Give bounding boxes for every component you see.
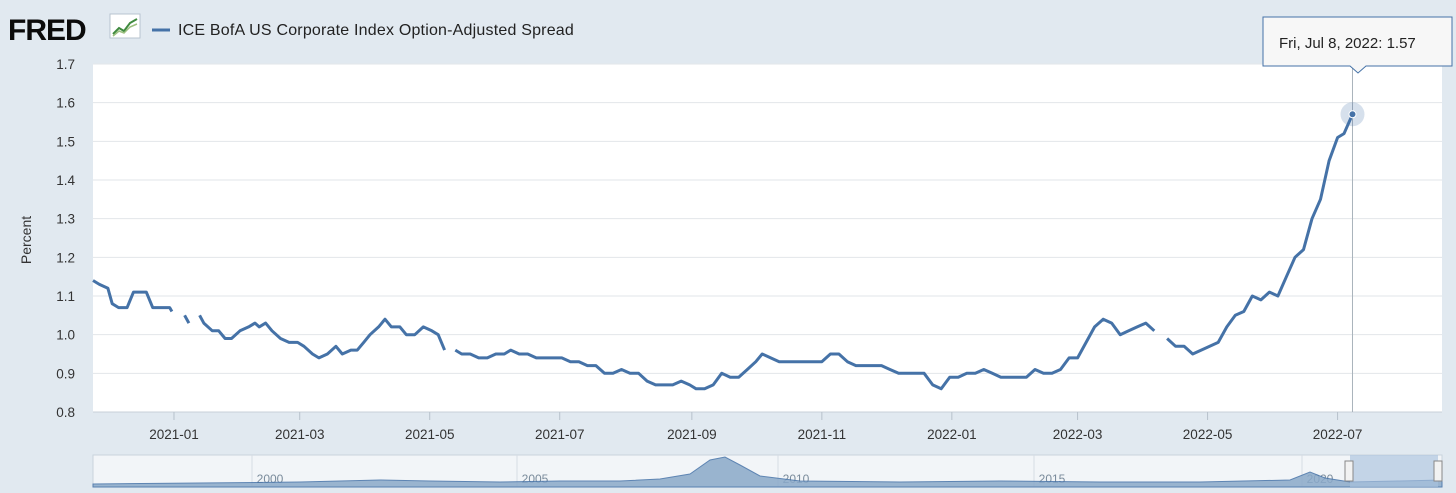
navigator-selection[interactable] (1350, 455, 1438, 487)
series-line (92, 279, 174, 313)
tooltip-value: 1.57 (1387, 35, 1416, 52)
y-tick-label: 1.7 (56, 57, 75, 72)
hover-point (1348, 110, 1357, 119)
x-tick-label: 2021-05 (405, 427, 455, 442)
series-line (198, 314, 446, 360)
series-line (183, 314, 191, 324)
y-tick-label: 1.2 (56, 250, 75, 265)
navigator-handle-right[interactable] (1433, 460, 1443, 482)
y-tick-label: 1.5 (56, 134, 75, 149)
x-tick-label: 2022-07 (1313, 427, 1363, 442)
y-axis-label: Percent (18, 216, 34, 264)
gridlines (93, 63, 1442, 413)
series-line (454, 317, 1156, 391)
y-tick-label: 1.1 (56, 289, 75, 304)
tooltip: Fri, Jul 8, 2022: 1.57 (1262, 16, 1453, 74)
x-tick-label: 2021-09 (667, 427, 717, 442)
x-tick-label: 2022-01 (927, 427, 977, 442)
chart-line-icon (109, 13, 141, 39)
x-tick-label: 2022-03 (1053, 427, 1103, 442)
crosshair (1340, 64, 1365, 412)
legend-label: ICE BofA US Corporate Index Option-Adjus… (178, 22, 574, 39)
x-tick-label: 2022-05 (1183, 427, 1233, 442)
y-tick-label: 0.8 (56, 405, 75, 420)
y-tick-label: 0.9 (56, 366, 75, 381)
x-tick-label: 2021-07 (535, 427, 585, 442)
series-group (92, 113, 1354, 391)
y-axis: 0.8 0.9 1.0 1.1 1.2 1.3 1.4 1.5 1.6 1.7 (56, 57, 75, 420)
y-tick-label: 1.0 (56, 328, 75, 343)
tooltip-date: Fri, Jul 8, 2022: (1279, 35, 1382, 52)
plot-area[interactable] (93, 64, 1442, 412)
series-line (1166, 113, 1354, 356)
x-axis: 2021-01 2021-03 2021-05 2021-07 2021-09 2021-… (149, 412, 1362, 442)
x-tick-label: 2021-03 (275, 427, 325, 442)
y-tick-label: 1.3 (56, 212, 75, 227)
x-tick-label: 2021-01 (149, 427, 199, 442)
fred-logo[interactable]: FRED (8, 13, 141, 47)
y-tick-label: 1.4 (56, 173, 75, 188)
y-tick-label: 1.6 (56, 96, 75, 111)
navigator[interactable]: 20002005201020152020 (92, 454, 1443, 488)
svg-text:Fri, Jul 8, 2022: 1.57: Fri, Jul 8, 2022: 1.57 (1279, 35, 1416, 52)
navigator-handle-left[interactable] (1344, 460, 1354, 482)
logo-text: FRED (8, 14, 86, 47)
x-tick-label: 2021-11 (798, 427, 847, 442)
legend-item[interactable]: ICE BofA US Corporate Index Option-Adjus… (152, 22, 574, 39)
